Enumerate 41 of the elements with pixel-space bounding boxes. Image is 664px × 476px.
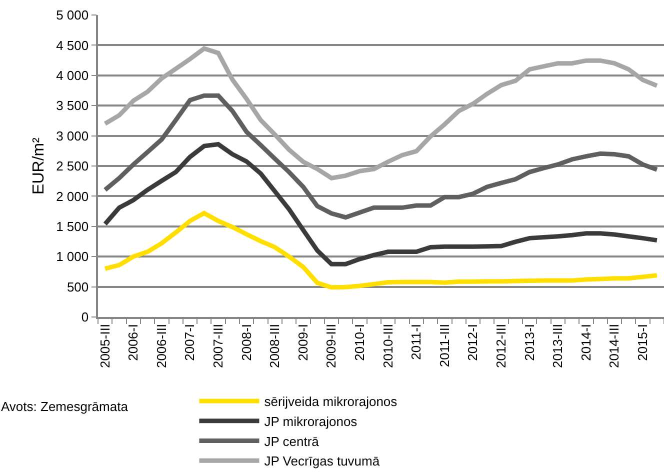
legend-label: JP mikrorajonos (264, 414, 358, 429)
x-tick-label: 2008-I (238, 324, 254, 361)
y-tick-label: 3 500 (56, 98, 89, 114)
x-tick-label: 2005-III (97, 324, 112, 368)
x-tick-label: 2011-I (408, 324, 424, 360)
y-tick-label: 0 (81, 310, 89, 325)
x-tick-label: 2013-III (550, 324, 566, 368)
x-tick-label: 2015-I (635, 324, 650, 361)
legend-label: JP Vecrīgas tuvumā (264, 454, 380, 469)
y-tick-label: 5 000 (56, 8, 89, 23)
x-tick-label: 2012-I (465, 324, 480, 361)
text: Avots: Zemesgrāmata (1, 399, 129, 414)
x-tick-label: 2008-III (267, 324, 282, 368)
x-tick-label: 2011-III (436, 324, 452, 368)
legend-label: JP centrā (264, 434, 320, 449)
y-tick-label: 1 500 (56, 218, 89, 234)
x-tick-label: 2014-I (578, 324, 594, 361)
x-tick-label: 2006-I (126, 324, 141, 361)
x-tick-label: 2014-III (606, 324, 622, 368)
x-tick-label: 2009-I (295, 324, 310, 361)
x-tick-label: 2009-III (324, 324, 339, 368)
x-tick-label: 2012-III (494, 324, 509, 368)
x-tick-label: 2010-III (380, 324, 396, 368)
x-tick-label: 2013-I (522, 324, 537, 361)
y-tick-label: 2 500 (56, 158, 89, 174)
y-tick-label: 500 (66, 279, 89, 294)
line-series (102, 210, 660, 290)
y-tick-label: 4 000 (56, 68, 89, 83)
y-tick-label: 1 000 (56, 249, 89, 264)
line-series (102, 142, 660, 266)
x-tick-label: 2006-III (154, 324, 169, 368)
y-tick-label: 2 000 (56, 188, 89, 204)
x-tick-label: 2007-III (210, 324, 226, 368)
x-tick-label: 2007-I (182, 324, 198, 361)
legend-label: sērijveida mikrorajonos (264, 394, 398, 410)
y-tick-label: 3 000 (56, 128, 89, 144)
line-series (102, 46, 660, 180)
x-tick-label: 2010-I (352, 324, 368, 361)
line-series (102, 93, 660, 220)
y-axis-title: EUR/m² (30, 136, 48, 194)
y-tick-label: 4 500 (56, 38, 89, 53)
